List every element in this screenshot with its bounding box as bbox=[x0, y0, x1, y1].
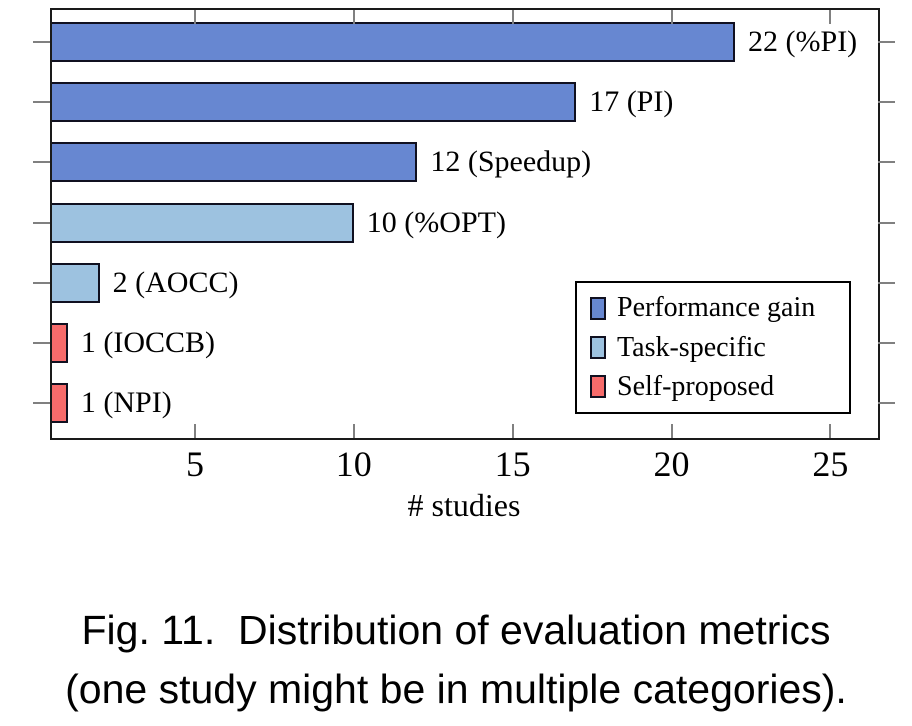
y-axis-tick-right bbox=[878, 342, 895, 344]
y-axis-tick-right bbox=[878, 281, 895, 284]
y-axis-tick-right bbox=[878, 101, 895, 104]
x-axis-tick-label: 15 bbox=[494, 444, 531, 484]
x-axis-tick-label: 10 bbox=[335, 444, 372, 484]
plot-area: 22 (%PI) 17 (PI) 12 (Speedup) 10 (%OPT) 2 (A… bbox=[33, 8, 895, 440]
x-axis-tick-top bbox=[670, 10, 673, 24]
bar-value-label: 2 (AOCC) bbox=[112, 265, 239, 299]
x-axis-label: # studies bbox=[407, 487, 521, 523]
y-axis-tick-right bbox=[878, 221, 895, 224]
caption-line-1: Fig. 11. Distribution of evaluation metr… bbox=[81, 607, 831, 653]
y-axis-tick-right bbox=[878, 161, 895, 164]
legend-swatch bbox=[590, 375, 606, 399]
y-axis-tick-left bbox=[33, 101, 50, 104]
legend: Performance gain Task-specific Self-propos… bbox=[575, 281, 851, 414]
x-axis-tick-bottom bbox=[511, 424, 514, 438]
legend-item: Task-specific bbox=[590, 331, 849, 363]
bar bbox=[52, 323, 68, 363]
bar-value-label: 22 (%PI) bbox=[748, 25, 858, 58]
bar bbox=[52, 202, 354, 243]
bar-value-label: 1 (NPI) bbox=[80, 386, 172, 420]
y-axis-tick-left bbox=[33, 221, 50, 224]
legend-label: Performance gain bbox=[617, 292, 816, 324]
x-axis-tick-bottom bbox=[352, 424, 355, 438]
caption-line-2: (one study might be in multiple categori… bbox=[65, 666, 847, 712]
y-axis-tick-left bbox=[33, 161, 50, 164]
legend-label: Task-specific bbox=[617, 331, 766, 363]
x-axis-tick-bottom bbox=[829, 424, 832, 438]
bar-value-label: 12 (Speedup) bbox=[430, 145, 592, 179]
legend-swatch bbox=[590, 336, 606, 359]
x-axis-tick-label: 25 bbox=[812, 444, 849, 484]
y-axis-tick-right bbox=[878, 402, 895, 405]
x-axis-tick-bottom bbox=[193, 424, 196, 438]
bar-value-label: 17 (PI) bbox=[589, 85, 674, 119]
y-axis-tick-left bbox=[33, 342, 50, 344]
figure-caption: Fig. 11. Distribution of evaluation metr… bbox=[0, 601, 912, 719]
x-axis-tick-label: 20 bbox=[653, 444, 690, 484]
bar-value-label: 10 (%OPT) bbox=[366, 205, 506, 239]
legend-swatch bbox=[590, 296, 606, 320]
bar bbox=[52, 82, 577, 123]
legend-label: Self-proposed bbox=[617, 370, 775, 402]
bar bbox=[52, 142, 418, 183]
legend-item: Self-proposed bbox=[590, 370, 849, 402]
bar-value-label: 1 (IOCCB) bbox=[80, 326, 216, 359]
y-axis-tick-left bbox=[33, 281, 50, 284]
x-axis-tick-label: 5 bbox=[185, 444, 204, 484]
x-axis-tick-top bbox=[829, 10, 832, 24]
x-axis-tick-top bbox=[511, 10, 514, 24]
y-axis-tick-left bbox=[33, 41, 50, 43]
x-axis-tick-top bbox=[193, 10, 196, 24]
bar bbox=[52, 383, 68, 424]
y-axis-tick-left bbox=[33, 402, 50, 405]
y-axis-tick-right bbox=[878, 41, 895, 43]
bar bbox=[52, 22, 736, 62]
x-axis-tick-top bbox=[352, 10, 355, 24]
legend-item: Performance gain bbox=[590, 294, 849, 322]
bar bbox=[52, 262, 100, 303]
x-axis-tick-bottom bbox=[670, 424, 673, 438]
